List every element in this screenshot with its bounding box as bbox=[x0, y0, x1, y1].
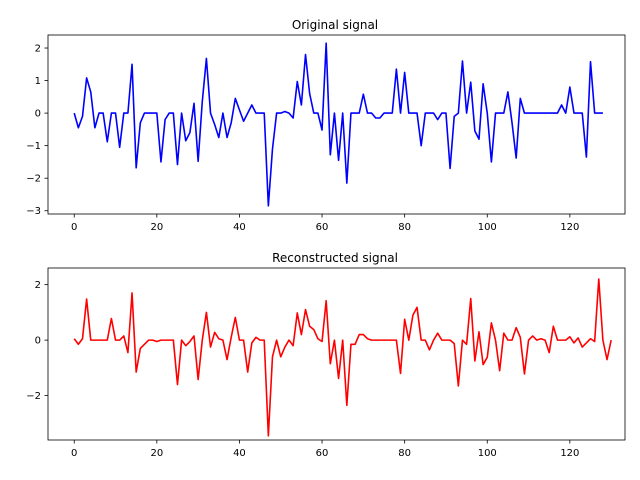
original-signal-title: Original signal bbox=[292, 18, 378, 32]
reconstructed-signal-xtick-label: 0 bbox=[71, 448, 77, 459]
reconstructed-signal-xtick-label: 80 bbox=[398, 448, 411, 459]
original-signal-xtick-label: 120 bbox=[560, 222, 579, 233]
reconstructed-signal-ytick-label: 2 bbox=[35, 280, 41, 291]
original-signal-line bbox=[73, 42, 603, 207]
reconstructed-signal-ytick-label: 0 bbox=[35, 336, 41, 347]
original-signal-ytick-label: 1 bbox=[35, 76, 41, 87]
reconstructed-signal-title: Reconstructed signal bbox=[272, 251, 398, 265]
original-signal-ticks: 0 20 40 60 80 100 120 2 1 0 −1 −2 −3 bbox=[26, 44, 579, 233]
original-signal-xtick-label: 0 bbox=[71, 222, 77, 233]
original-signal-xtick-label: 60 bbox=[316, 222, 329, 233]
original-signal-xtick-label: 80 bbox=[398, 222, 411, 233]
reconstructed-signal-ytick-label: −2 bbox=[26, 391, 41, 402]
original-signal-ytick-label: 0 bbox=[35, 109, 41, 120]
reconstructed-signal-axes-frame bbox=[47, 267, 626, 441]
reconstructed-signal-xtick-label: 20 bbox=[150, 448, 163, 459]
original-signal-plot: Original signal 0 20 40 60 80 100 120 2 1 0 −1 −2 −3 bbox=[26, 18, 626, 233]
original-signal-ytick-label: −3 bbox=[26, 206, 41, 217]
reconstructed-signal-xtick-label: 100 bbox=[478, 448, 497, 459]
reconstructed-signal-xtick-label: 120 bbox=[560, 448, 579, 459]
original-signal-ytick-label: −1 bbox=[26, 141, 41, 152]
original-signal-ytick-label: 2 bbox=[35, 44, 41, 55]
original-signal-ytick-label: −2 bbox=[26, 174, 41, 185]
reconstructed-signal-xtick-label: 60 bbox=[316, 448, 329, 459]
original-signal-xtick-label: 20 bbox=[150, 222, 163, 233]
reconstructed-signal-line bbox=[73, 278, 612, 437]
original-signal-xtick-label: 100 bbox=[478, 222, 497, 233]
original-signal-axes-frame bbox=[47, 34, 626, 215]
original-signal-series bbox=[73, 42, 603, 207]
reconstructed-signal-xtick-label: 40 bbox=[233, 448, 246, 459]
reconstructed-signal-series bbox=[73, 278, 612, 437]
original-signal-xtick-label: 40 bbox=[233, 222, 246, 233]
